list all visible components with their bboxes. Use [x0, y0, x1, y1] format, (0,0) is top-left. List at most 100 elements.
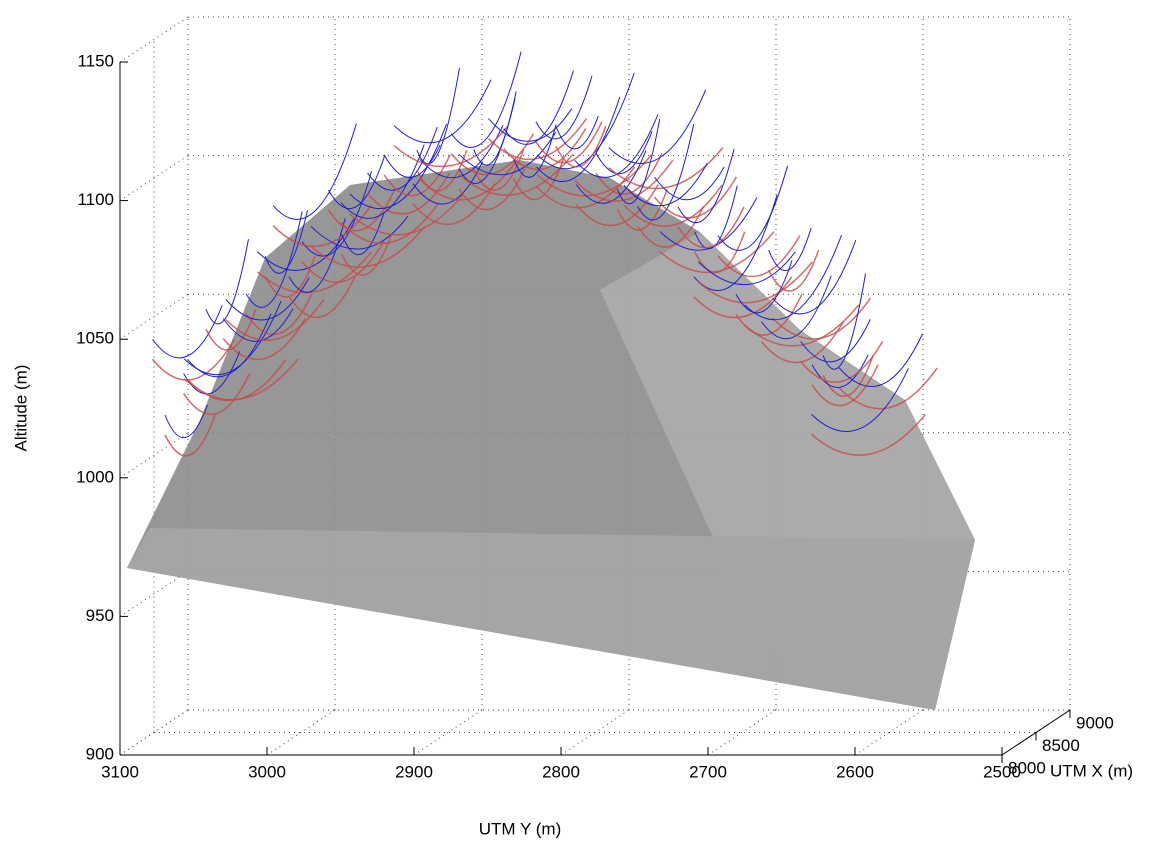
- z-tick-label: 1150: [77, 51, 114, 70]
- grid-line: [266, 709, 336, 756]
- trajectory-red: [735, 293, 803, 336]
- trajectory-blue: [152, 305, 223, 359]
- trajectory-red: [182, 373, 251, 415]
- trajectory-red: [536, 166, 636, 209]
- trajectory-red: [555, 125, 607, 168]
- trajectory-blue: [800, 319, 871, 363]
- trajectory-blue: [811, 368, 909, 432]
- trajectory-blue: [717, 165, 789, 251]
- trajectory-red: [256, 251, 373, 294]
- z-tick-label: 1050: [76, 329, 114, 348]
- trajectory-red: [183, 358, 299, 401]
- trajectory-blue: [245, 211, 303, 308]
- trajectory-red: [310, 225, 426, 268]
- x-axis: [1001, 709, 1071, 756]
- trajectory-red: [717, 235, 801, 278]
- trajectory-red: [419, 158, 519, 201]
- trajectory-blue: [623, 162, 708, 207]
- grid-line: [119, 155, 189, 202]
- trajectory-red: [838, 367, 938, 410]
- trajectory-blue: [744, 234, 843, 321]
- trajectory-red: [349, 193, 465, 236]
- trajectory-red: [767, 249, 820, 292]
- trajectory-blue: [735, 260, 793, 314]
- trajectory-red: [608, 147, 724, 190]
- trajectory-blue: [637, 124, 695, 221]
- axis-layer: 900 950 1000 1050 1100 1150 3100 3000 2900 2800 27…: [76, 51, 1114, 781]
- trajectory-red: [288, 276, 356, 318]
- trajectory-blue: [222, 308, 294, 342]
- x-tick-label: 8000: [1008, 758, 1046, 777]
- trajectory-red: [340, 202, 440, 245]
- trajectory-blue: [272, 123, 357, 220]
- terrain: [127, 160, 975, 710]
- trajectory-red: [393, 125, 509, 168]
- trajectory-red: [811, 364, 879, 407]
- z-axis-label: Altitude (m): [11, 365, 30, 452]
- z-tick-label: 1100: [77, 190, 114, 209]
- y-tick-label: 2500: [983, 762, 1021, 781]
- trajectory-blue: [536, 72, 635, 170]
- terrain-front: [127, 528, 975, 710]
- trajectory-blue: [205, 239, 249, 325]
- trajectory-blue: [458, 98, 516, 184]
- trajectory-blue: [822, 273, 867, 370]
- trajectory-blue: [697, 251, 796, 285]
- trajectory-red: [458, 168, 526, 211]
- y-tick-label: 2900: [395, 762, 433, 781]
- trajectory-blue: [164, 404, 208, 438]
- trajectory-blue: [458, 132, 557, 176]
- trajectory-blue: [383, 144, 441, 179]
- trajectory-red: [697, 261, 813, 304]
- trajectory-red: [164, 414, 216, 457]
- trajectory-blue: [301, 171, 373, 257]
- grid-line: [707, 709, 777, 756]
- trajectory-blue: [450, 51, 522, 148]
- trajectory-blue: [536, 96, 621, 183]
- trajectory-blue: [288, 218, 346, 293]
- x-tick-label: 8500: [1042, 736, 1080, 755]
- y-tick-label: 3000: [248, 762, 286, 781]
- trajectory-red: [677, 206, 745, 249]
- trajectory-blue: [677, 148, 735, 224]
- y-tick-label: 2600: [836, 762, 874, 781]
- trajectory-red: [205, 308, 257, 351]
- trajectory-red: [760, 321, 845, 364]
- trajectory-blue: [535, 75, 593, 140]
- trajectory-red: [340, 233, 393, 276]
- trajectories: [151, 51, 938, 457]
- z-tick-label: 1000: [76, 467, 114, 486]
- trajectory-red: [222, 318, 306, 361]
- trajectory-blue: [555, 115, 599, 150]
- trajectory-blue: [838, 333, 923, 387]
- grid-line: [119, 432, 189, 479]
- trajectory-red: [800, 340, 884, 383]
- trajectory-blue: [653, 166, 725, 201]
- trajectory-red: [653, 176, 738, 219]
- trajectory-blue: [574, 114, 659, 178]
- trajectory-red: [623, 184, 723, 227]
- x-tick-label: 9000: [1076, 713, 1114, 732]
- trajectory-red: [535, 121, 603, 164]
- grid-line: [119, 16, 189, 63]
- trajectory-blue: [264, 210, 309, 274]
- x-axis-label: UTM X (m): [1050, 761, 1133, 780]
- trajectory-red: [744, 304, 860, 347]
- trajectory-blue: [608, 89, 707, 164]
- trajectory-red: [225, 299, 325, 342]
- z-tick-label: 900: [86, 744, 114, 763]
- trajectory-blue: [416, 68, 460, 165]
- y-tick-label: 2800: [542, 762, 580, 781]
- trajectory-red: [301, 241, 385, 283]
- trajectory-red: [412, 183, 496, 226]
- trajectory-red: [327, 189, 396, 232]
- trajectory-red: [383, 154, 451, 197]
- trajectory-blue: [393, 79, 492, 144]
- trajectory-blue: [616, 118, 661, 205]
- y-tick-label: 2700: [689, 762, 727, 781]
- trajectory-blue: [595, 131, 653, 175]
- trajectory-blue: [340, 144, 425, 219]
- trajectory-blue: [349, 123, 448, 210]
- trajectory-blue: [328, 155, 386, 210]
